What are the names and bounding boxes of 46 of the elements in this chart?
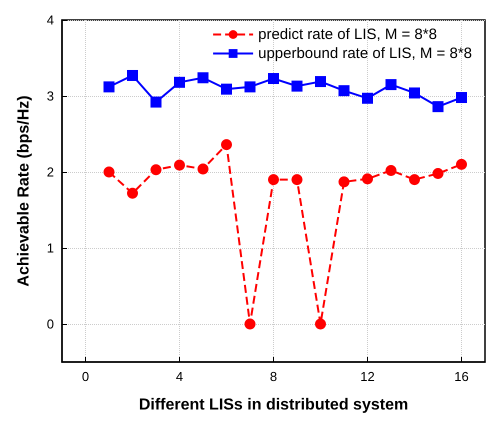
- point: [315, 318, 326, 330]
- point: [198, 163, 208, 174]
- y-tick-label: 2: [46, 164, 54, 180]
- y-tick-label: 4: [46, 12, 54, 28]
- x-tick-label: 4: [176, 369, 184, 384]
- y-tick-label: 3: [46, 88, 54, 104]
- point: [174, 76, 185, 88]
- point: [362, 92, 373, 104]
- point: [386, 79, 396, 90]
- x-tick-label: 16: [454, 369, 469, 384]
- point: [174, 160, 185, 171]
- point: [386, 164, 396, 176]
- point: [268, 73, 279, 84]
- point: [127, 70, 138, 81]
- point: [456, 158, 467, 170]
- point: [104, 166, 114, 178]
- point: [409, 174, 420, 186]
- y-tick-label: 0: [46, 316, 54, 332]
- point: [432, 101, 444, 112]
- x-tick-label: 12: [360, 369, 375, 384]
- point: [150, 164, 162, 176]
- point: [338, 176, 350, 188]
- point: [292, 174, 302, 186]
- point: [292, 80, 302, 92]
- point: [362, 173, 373, 184]
- point: [432, 168, 444, 180]
- point: [104, 81, 114, 92]
- point: [268, 174, 279, 186]
- point: [221, 139, 232, 150]
- point: [127, 188, 138, 199]
- point: [315, 76, 326, 88]
- legend-label: upperbound rate of LIS, M = 8*8: [258, 45, 472, 62]
- y-axis-title: Achievable Rate (bps/Hz): [16, 95, 32, 287]
- point: [198, 72, 208, 84]
- y-tick-label: 1: [46, 240, 54, 256]
- x-tick-label: 0: [82, 369, 90, 384]
- x-tick-label: 8: [270, 369, 278, 384]
- point: [150, 96, 162, 108]
- point: [221, 84, 232, 95]
- point: [244, 81, 256, 92]
- point: [456, 92, 467, 104]
- point: [409, 87, 420, 98]
- point: [338, 85, 350, 96]
- legend-label: predict rate of LIS, M = 8*8: [258, 26, 437, 43]
- x-axis-title: Different LISs in distributed system: [138, 396, 408, 414]
- point: [244, 318, 256, 330]
